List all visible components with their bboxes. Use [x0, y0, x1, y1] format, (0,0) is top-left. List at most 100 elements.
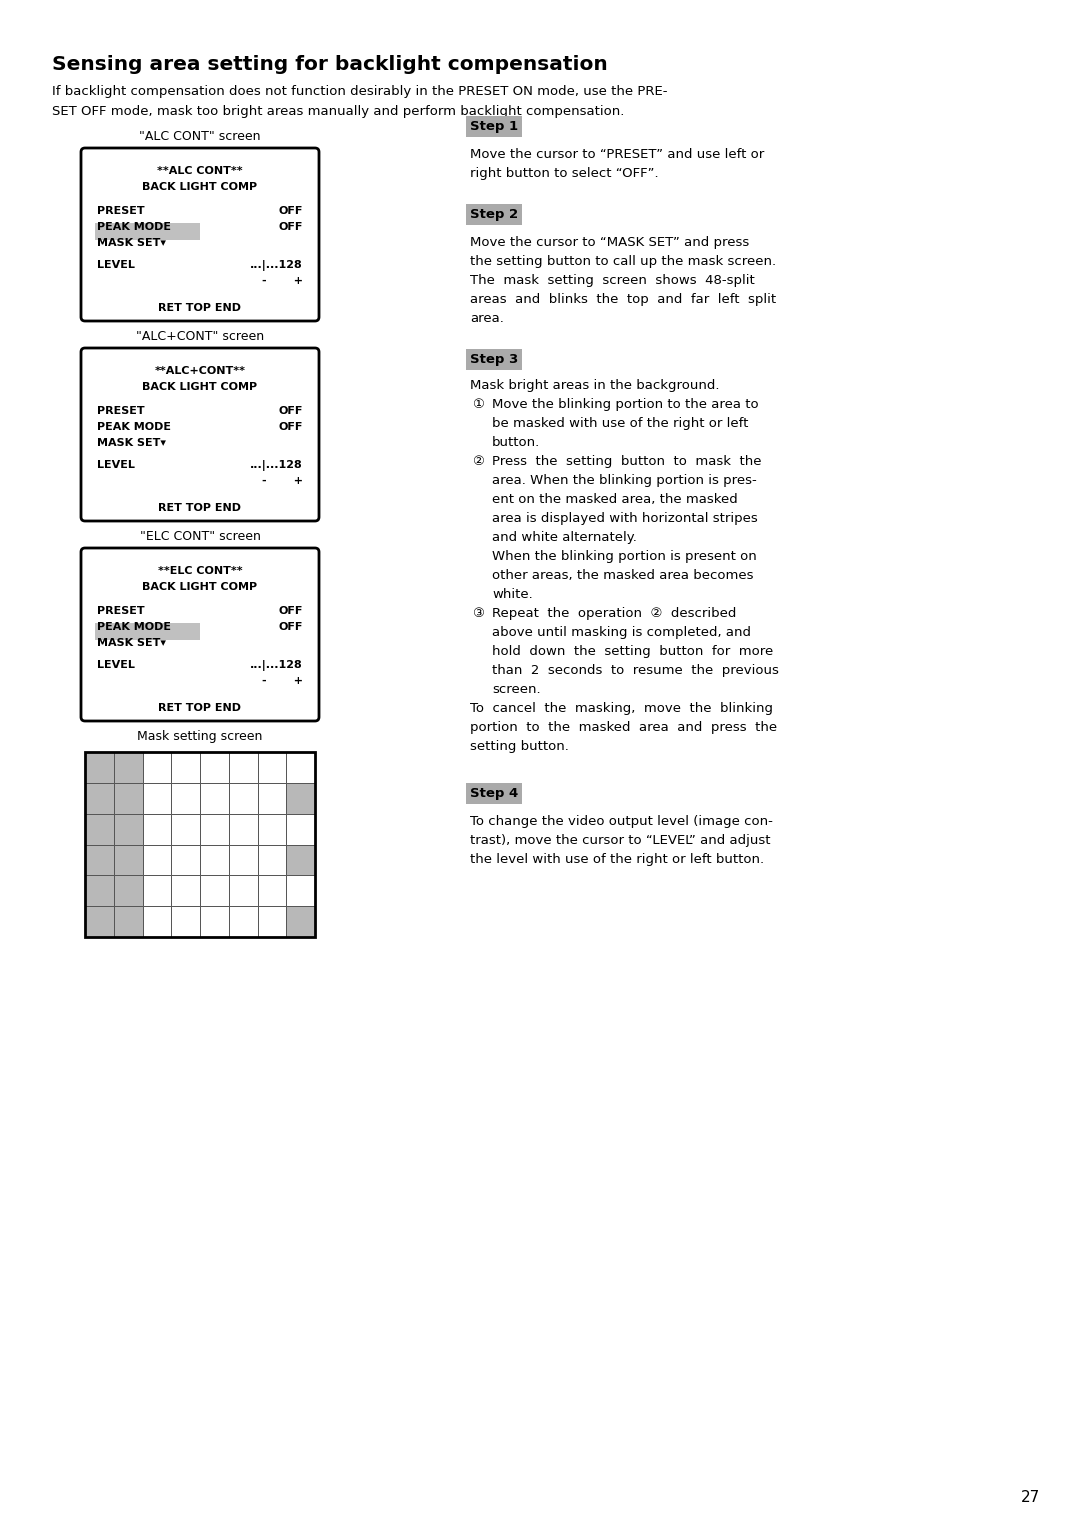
- Text: Move the cursor to “MASK SET” and press: Move the cursor to “MASK SET” and press: [470, 236, 750, 248]
- Text: **ELC CONT**: **ELC CONT**: [158, 566, 242, 576]
- Bar: [200, 753, 229, 783]
- Text: and white alternately.: and white alternately.: [492, 530, 637, 544]
- Text: If backlight compensation does not function desirably in the PRESET ON mode, use: If backlight compensation does not funct…: [52, 84, 667, 98]
- Text: other areas, the masked area becomes: other areas, the masked area becomes: [492, 569, 754, 583]
- Text: PEAK MODE: PEAK MODE: [97, 422, 171, 432]
- Text: ②: ②: [472, 455, 484, 468]
- Bar: [113, 875, 143, 906]
- Text: BACK LIGHT COMP: BACK LIGHT COMP: [143, 583, 257, 592]
- Text: portion  to  the  masked  area  and  press  the: portion to the masked area and press the: [470, 721, 778, 734]
- Text: Repeat  the  operation  ②  described: Repeat the operation ② described: [492, 607, 737, 619]
- Text: area is displayed with horizontal stripes: area is displayed with horizontal stripe…: [492, 512, 758, 524]
- Bar: [113, 783, 143, 814]
- Text: PEAK MODE: PEAK MODE: [97, 222, 171, 231]
- Text: OFF: OFF: [279, 606, 303, 616]
- Text: Mask bright areas in the background.: Mask bright areas in the background.: [470, 379, 719, 392]
- Bar: [257, 753, 286, 783]
- Bar: [113, 753, 143, 783]
- Bar: [200, 906, 229, 937]
- Bar: [143, 845, 172, 875]
- Text: To change the video output level (image con-: To change the video output level (image …: [470, 816, 773, 828]
- Bar: [257, 845, 286, 875]
- Text: Step 4: Step 4: [470, 786, 518, 800]
- Bar: [85, 753, 315, 937]
- Text: area.: area.: [470, 313, 504, 325]
- Text: Step 3: Step 3: [470, 353, 518, 366]
- Bar: [229, 875, 257, 906]
- Text: Press  the  setting  button  to  mask  the: Press the setting button to mask the: [492, 455, 761, 468]
- FancyBboxPatch shape: [81, 547, 319, 721]
- Bar: [286, 845, 315, 875]
- Bar: [143, 783, 172, 814]
- Text: above until masking is completed, and: above until masking is completed, and: [492, 625, 751, 639]
- Bar: [172, 753, 200, 783]
- Text: OFF: OFF: [279, 205, 303, 216]
- FancyBboxPatch shape: [81, 149, 319, 320]
- Text: than  2  seconds  to  resume  the  previous: than 2 seconds to resume the previous: [492, 664, 779, 678]
- Text: **ALC+CONT**: **ALC+CONT**: [154, 366, 245, 376]
- Bar: [257, 906, 286, 937]
- Text: areas  and  blinks  the  top  and  far  left  split: areas and blinks the top and far left sp…: [470, 293, 777, 307]
- Text: -       +: - +: [262, 676, 303, 685]
- Bar: [85, 783, 113, 814]
- Bar: [286, 753, 315, 783]
- Text: LEVEL: LEVEL: [97, 261, 135, 270]
- Bar: [286, 814, 315, 845]
- Bar: [85, 906, 113, 937]
- Bar: [229, 814, 257, 845]
- Text: ③: ③: [472, 607, 484, 619]
- Bar: [113, 814, 143, 845]
- Text: MASK SET▾: MASK SET▾: [97, 638, 166, 648]
- Bar: [200, 845, 229, 875]
- Text: RET TOP END: RET TOP END: [159, 704, 242, 713]
- Bar: [200, 814, 229, 845]
- Text: PRESET: PRESET: [97, 406, 145, 415]
- Text: -       +: - +: [262, 477, 303, 486]
- Bar: [286, 875, 315, 906]
- Text: ①: ①: [472, 399, 484, 411]
- Bar: [229, 783, 257, 814]
- Text: Step 1: Step 1: [470, 120, 518, 133]
- Text: **ALC CONT**: **ALC CONT**: [158, 166, 243, 176]
- Text: the level with use of the right or left button.: the level with use of the right or left …: [470, 852, 765, 866]
- Text: RET TOP END: RET TOP END: [159, 304, 242, 313]
- Text: ...|...128: ...|...128: [251, 460, 303, 471]
- Text: PRESET: PRESET: [97, 205, 145, 216]
- Text: Step 2: Step 2: [470, 208, 518, 221]
- Bar: [229, 906, 257, 937]
- Text: area. When the blinking portion is pres-: area. When the blinking portion is pres-: [492, 474, 757, 487]
- Text: button.: button.: [492, 435, 540, 449]
- Text: white.: white.: [492, 589, 532, 601]
- Text: When the blinking portion is present on: When the blinking portion is present on: [492, 550, 757, 563]
- Text: LEVEL: LEVEL: [97, 661, 135, 670]
- Bar: [172, 906, 200, 937]
- Bar: [95, 222, 200, 241]
- Text: BACK LIGHT COMP: BACK LIGHT COMP: [143, 382, 257, 392]
- Text: OFF: OFF: [279, 222, 303, 231]
- Text: setting button.: setting button.: [470, 740, 569, 753]
- Text: BACK LIGHT COMP: BACK LIGHT COMP: [143, 182, 257, 192]
- Text: Sensing area setting for backlight compensation: Sensing area setting for backlight compe…: [52, 55, 608, 74]
- Text: LEVEL: LEVEL: [97, 460, 135, 471]
- Text: RET TOP END: RET TOP END: [159, 503, 242, 514]
- Bar: [85, 845, 113, 875]
- Text: ...|...128: ...|...128: [251, 261, 303, 271]
- Bar: [85, 753, 113, 783]
- Bar: [113, 845, 143, 875]
- Text: the setting button to call up the mask screen.: the setting button to call up the mask s…: [470, 254, 777, 268]
- FancyBboxPatch shape: [81, 348, 319, 521]
- Text: Mask setting screen: Mask setting screen: [137, 730, 262, 744]
- Text: OFF: OFF: [279, 422, 303, 432]
- Text: MASK SET▾: MASK SET▾: [97, 438, 166, 448]
- Bar: [172, 814, 200, 845]
- Bar: [286, 906, 315, 937]
- Text: hold  down  the  setting  button  for  more: hold down the setting button for more: [492, 645, 773, 658]
- Bar: [95, 622, 200, 639]
- Text: To  cancel  the  masking,  move  the  blinking: To cancel the masking, move the blinking: [470, 702, 773, 714]
- Text: SET OFF mode, mask too bright areas manually and perform backlight compensation.: SET OFF mode, mask too bright areas manu…: [52, 104, 624, 118]
- Bar: [229, 845, 257, 875]
- Text: ent on the masked area, the masked: ent on the masked area, the masked: [492, 494, 738, 506]
- Text: OFF: OFF: [279, 406, 303, 415]
- Text: right button to select “OFF”.: right button to select “OFF”.: [470, 167, 659, 179]
- Text: screen.: screen.: [492, 684, 541, 696]
